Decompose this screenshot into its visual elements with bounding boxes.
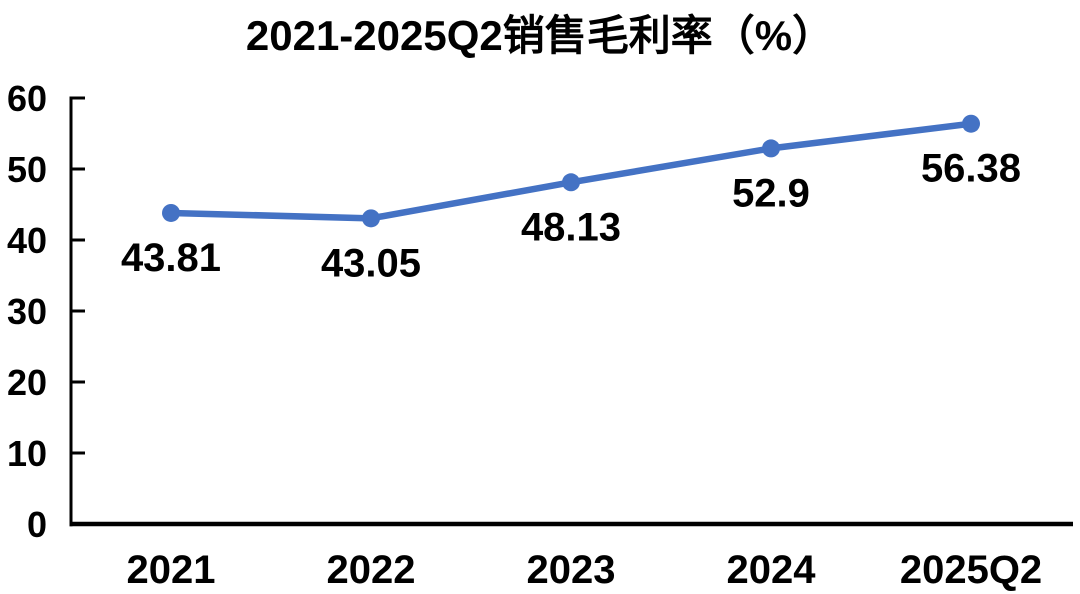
y-tick-label: 0 [27,504,47,545]
y-tick-label: 50 [7,149,47,190]
data-point-label: 52.9 [732,171,810,215]
data-point-marker [762,139,780,158]
x-tick-label: 2022 [327,548,416,592]
data-point-marker [362,209,380,228]
x-tick-label: 2023 [527,548,616,592]
chart-title: 2021-2025Q2销售毛利率（%） [245,12,835,59]
y-tick-label: 20 [7,362,47,403]
data-point-label: 48.13 [521,205,621,249]
data-point-marker [162,203,180,222]
y-tick-label: 10 [7,433,47,474]
data-point-label: 56.38 [921,147,1021,191]
x-tick-label: 2024 [727,548,817,592]
data-point-marker [562,173,580,192]
data-point-marker [962,114,980,133]
y-tick-label: 60 [7,78,47,119]
y-tick-label: 30 [7,291,47,332]
data-point-label: 43.81 [121,236,221,280]
y-tick-label: 40 [7,220,47,261]
data-point-label: 43.05 [321,241,421,285]
x-tick-label: 2025Q2 [900,548,1042,592]
gross-margin-line [167,120,975,222]
x-tick-label: 2021 [127,548,216,592]
